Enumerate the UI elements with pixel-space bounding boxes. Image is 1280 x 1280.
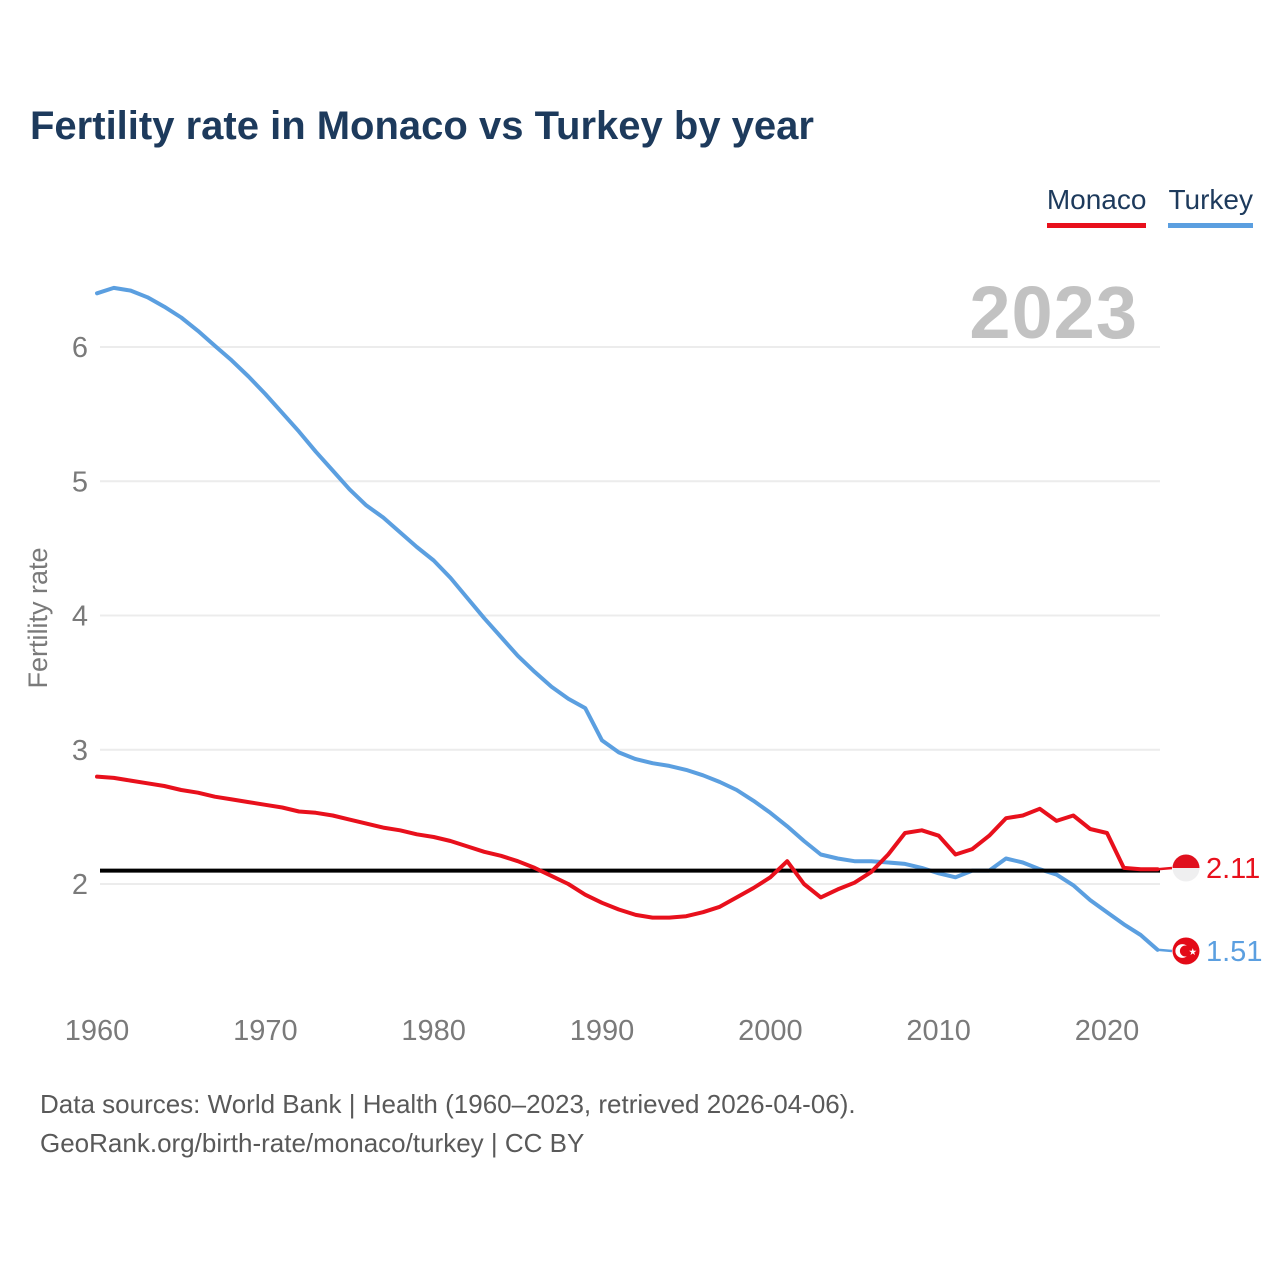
legend: Monaco Turkey bbox=[1046, 184, 1253, 228]
svg-text:4: 4 bbox=[72, 601, 88, 633]
svg-text:2020: 2020 bbox=[1075, 1015, 1140, 1047]
turkey-line bbox=[95, 285, 1160, 952]
turkey-flag-icon: ★ bbox=[1172, 937, 1200, 965]
grid-layer bbox=[100, 346, 1160, 885]
legend-item-monaco[interactable]: Monaco bbox=[1046, 184, 1147, 228]
svg-text:6: 6 bbox=[72, 332, 88, 364]
svg-text:1960: 1960 bbox=[65, 1015, 130, 1047]
svg-text:Fertility rate: Fertility rate bbox=[23, 547, 53, 688]
footer-attribution-line: GeoRank.org/birth-rate/monaco/turkey | C… bbox=[40, 1128, 585, 1158]
svg-text:2: 2 bbox=[72, 869, 88, 901]
svg-text:1980: 1980 bbox=[401, 1015, 466, 1047]
svg-text:★: ★ bbox=[1189, 947, 1198, 958]
legend-item-turkey[interactable]: Turkey bbox=[1168, 184, 1253, 228]
monaco-flag-icon bbox=[1172, 854, 1200, 882]
axis-layer: 2 3 4 5 6 1960 1970 1980 1990 2000 2010 2020 Fertili… bbox=[23, 332, 1139, 1047]
svg-text:2000: 2000 bbox=[738, 1015, 803, 1047]
svg-text:3: 3 bbox=[72, 735, 88, 767]
svg-text:5: 5 bbox=[72, 466, 88, 498]
footer-sources-line: Data sources: World Bank | Health (1960–… bbox=[40, 1089, 856, 1119]
svg-text:1970: 1970 bbox=[233, 1015, 298, 1047]
monaco-end-value: 2.11 bbox=[1206, 853, 1261, 885]
monaco-line bbox=[95, 774, 1160, 920]
year-watermark: 2023 bbox=[969, 271, 1138, 354]
svg-text:2010: 2010 bbox=[906, 1015, 971, 1047]
footer: Data sources: World Bank | Health (1960–… bbox=[40, 1085, 856, 1163]
turkey-end-value: 1.51 bbox=[1206, 936, 1263, 968]
page-title: Fertility rate in Monaco vs Turkey by ye… bbox=[30, 104, 814, 148]
svg-text:1990: 1990 bbox=[570, 1015, 635, 1047]
series-layer bbox=[95, 285, 1173, 953]
